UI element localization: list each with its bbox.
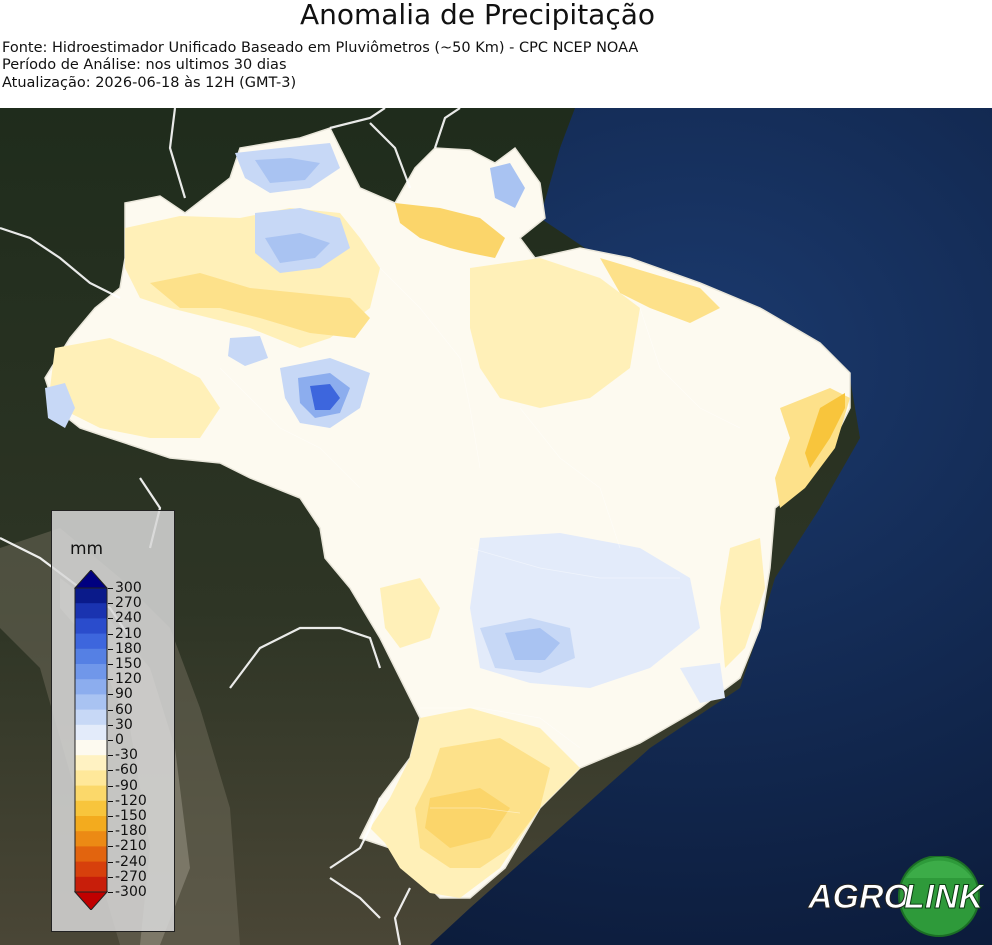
colorbar-tick-label: 150 xyxy=(115,656,142,672)
colorbar-tick-label: 240 xyxy=(115,610,142,627)
colorbar-tick-mark xyxy=(108,800,113,802)
colorbar-legend: mm 300 270 240 210 180 150 120 90 60 30 0 -30 -60 -90… xyxy=(51,510,175,932)
colorbar-tick-label: 60 xyxy=(115,701,133,718)
colorbar-tick-label: -150 xyxy=(115,808,147,824)
colorbar-segment xyxy=(75,740,107,756)
colorbar xyxy=(73,570,109,910)
colorbar-tick-label: 210 xyxy=(115,625,142,642)
colorbar-tick-mark xyxy=(108,679,113,681)
colorbar-tick-label: -60 xyxy=(115,762,138,779)
colorbar-tick-mark xyxy=(108,740,113,741)
colorbar-tick-label: -240 xyxy=(115,853,147,870)
colorbar-tick-label: 120 xyxy=(115,671,142,688)
colorbar-segment xyxy=(75,861,107,878)
anomaly-dry-maranhao xyxy=(600,258,720,323)
colorbar-segment xyxy=(75,816,107,832)
colorbar-segment xyxy=(75,588,107,604)
colorbar-tick-mark xyxy=(108,861,113,863)
anomaly-wet-north-amazon-core xyxy=(265,233,330,263)
colorbar-tick-mark xyxy=(108,664,113,665)
colorbar-min-arrow xyxy=(73,891,109,910)
colorbar-tick-mark xyxy=(108,846,113,848)
colorbar-tick-mark xyxy=(108,618,113,620)
colorbar-tick-label: -210 xyxy=(115,838,147,855)
anomaly-wet-central-amazon-core xyxy=(310,384,340,410)
colorbar-segment xyxy=(75,724,107,741)
anomaly-dry-amapa xyxy=(395,203,505,258)
legend-unit: mm xyxy=(70,539,104,559)
colorbar-tick-label: -120 xyxy=(115,792,147,809)
colorbar-tick-label: -270 xyxy=(115,868,147,885)
colorbar-segment xyxy=(75,876,107,893)
anomaly-wet-west-acre xyxy=(45,383,75,428)
colorbar-segment xyxy=(75,648,107,665)
colorbar-tick-label: 270 xyxy=(115,595,142,612)
colorbar-segment xyxy=(75,785,107,802)
colorbar-segment xyxy=(75,618,107,635)
colorbar-segment xyxy=(75,831,107,847)
map-title: Anomalia de Precipitação xyxy=(299,0,656,31)
anomaly-wet-rondonia xyxy=(228,336,268,366)
colorbar-tick-label: -180 xyxy=(115,823,147,840)
logo-text-agro: AGRO xyxy=(807,878,910,916)
colorbar-tick-mark xyxy=(108,785,113,787)
colorbar-tick-mark xyxy=(108,709,113,711)
colorbar-segment xyxy=(75,709,107,726)
colorbar-segment xyxy=(75,800,107,817)
state-borders xyxy=(219,267,741,814)
update-time-line: Atualização: 2026-06-18 às 12H (GMT-3) xyxy=(2,75,297,91)
anomaly-dry-ne-coast-strong xyxy=(805,393,845,468)
colorbar-tick-mark xyxy=(108,892,113,893)
colorbar-segment xyxy=(75,633,107,650)
analysis-period-line: Período de Análise: nos ultimos 30 dias xyxy=(2,57,287,73)
colorbar-tick-mark xyxy=(108,633,113,635)
colorbar-segment xyxy=(75,846,107,863)
anomaly-dry-west-acre xyxy=(50,338,220,438)
colorbar-tick-mark xyxy=(108,724,113,726)
colorbar-tick-mark xyxy=(108,588,113,589)
colorbar-tick-mark xyxy=(108,876,113,878)
colorbar-tick-label: -30 xyxy=(115,747,138,764)
anomaly-wet-amapa-north xyxy=(490,163,525,208)
colorbar-tick-label: 90 xyxy=(115,686,133,703)
logo-green-circle xyxy=(899,856,979,936)
colorbar-segment xyxy=(75,755,107,771)
colorbar-tick-mark xyxy=(108,816,113,817)
anomaly-wet-espirito-santo xyxy=(680,663,725,703)
colorbar-tick-mark xyxy=(108,603,113,605)
colorbar-tick-mark xyxy=(108,755,113,757)
colorbar-tick-mark xyxy=(108,648,113,650)
colorbar-segment xyxy=(75,603,107,619)
anomaly-dry-para xyxy=(470,258,640,408)
colorbar-tick-label: 0 xyxy=(115,732,124,748)
colorbar-tick-label: 180 xyxy=(115,640,142,657)
colorbar-max-arrow xyxy=(73,570,109,589)
logo-text-link: LINK xyxy=(904,878,984,916)
colorbar-tick-label: -90 xyxy=(115,777,138,794)
colorbar-segment xyxy=(75,770,107,787)
colorbar-segment xyxy=(75,694,107,711)
colorbar-tick-mark xyxy=(108,831,113,833)
colorbar-frame xyxy=(74,587,108,893)
anomaly-dry-bahia-coast xyxy=(720,538,765,668)
colorbar-tick-label: -300 xyxy=(115,884,147,900)
colorbar-tick-label: 30 xyxy=(115,716,133,733)
anomaly-wet-roraima-core xyxy=(255,158,320,183)
anomaly-dry-mato-grosso xyxy=(380,578,440,648)
data-source-line: Fonte: Hidroestimador Unificado Baseado … xyxy=(2,40,639,56)
colorbar-segment xyxy=(75,664,107,680)
colorbar-tick-mark xyxy=(108,770,113,772)
anomaly-wet-minas-core xyxy=(505,628,560,660)
colorbar-segment xyxy=(75,679,107,695)
anomaly-dry-core-amazon xyxy=(150,273,370,338)
anomaly-dry-rs xyxy=(425,788,510,848)
agrolink-logo: AGRO LINK xyxy=(806,855,986,938)
colorbar-tick-label: 300 xyxy=(115,580,142,596)
colorbar-tick-mark xyxy=(108,694,113,696)
